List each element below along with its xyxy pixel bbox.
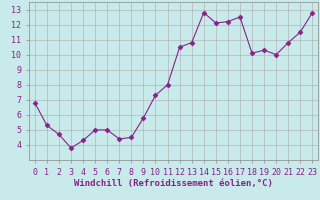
X-axis label: Windchill (Refroidissement éolien,°C): Windchill (Refroidissement éolien,°C) <box>74 179 273 188</box>
